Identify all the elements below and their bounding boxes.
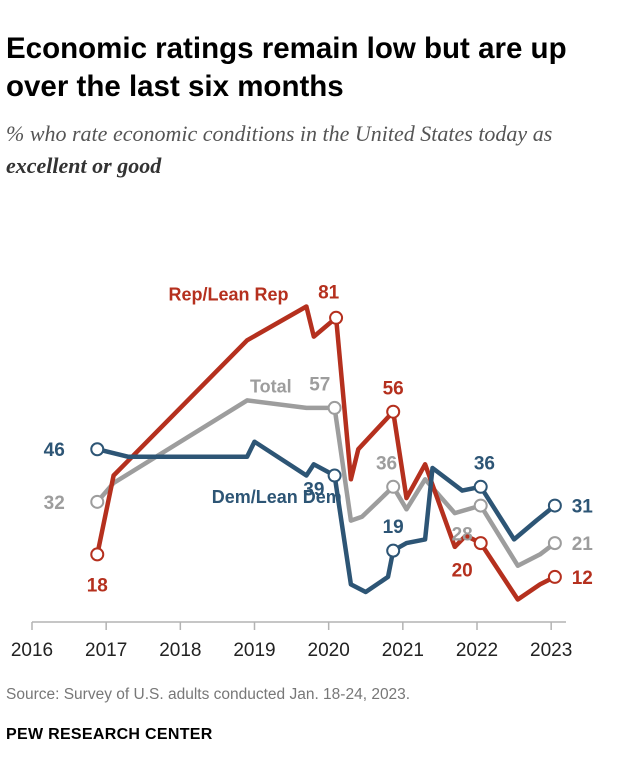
brand-name: PEW RESEARCH CENTER xyxy=(6,726,213,743)
data-point-total xyxy=(473,498,488,513)
data-point-rep-lean-rep xyxy=(329,310,344,325)
data-point-dem-lean-dem xyxy=(327,468,342,483)
data-label-rep-lean-rep: 56 xyxy=(383,378,404,399)
data-point-total xyxy=(327,400,342,415)
series-line-total xyxy=(95,398,558,568)
chart-title-line2: over the last six months xyxy=(6,70,344,103)
data-label-rep-lean-rep: 12 xyxy=(572,568,593,589)
x-tick-label: 2022 xyxy=(456,640,498,661)
data-point-total xyxy=(547,536,562,551)
data-label-dem-lean-dem: 36 xyxy=(474,453,495,474)
x-tick-label: 2021 xyxy=(382,640,424,661)
series-label-rep-lean-rep: Rep/Lean Rep xyxy=(169,284,289,304)
x-tick-label: 2018 xyxy=(159,640,201,661)
series-label-total: Total xyxy=(250,376,292,396)
data-label-total: 36 xyxy=(376,453,397,474)
data-point-rep-lean-rep xyxy=(547,569,562,584)
subtitle-emphasis: excellent or good xyxy=(6,153,162,178)
data-label-total: 21 xyxy=(572,534,594,555)
chart-subtitle: % who rate economic conditions in the Un… xyxy=(6,118,616,182)
data-label-total: 28 xyxy=(452,525,473,546)
data-point-dem-lean-dem xyxy=(547,498,562,513)
data-point-dem-lean-dem xyxy=(90,442,105,457)
x-tick-label: 2017 xyxy=(85,640,127,661)
data-label-total: 57 xyxy=(309,375,330,396)
data-point-dem-lean-dem xyxy=(386,543,401,558)
x-tick-label: 2019 xyxy=(233,640,275,661)
data-point-rep-lean-rep xyxy=(386,404,401,419)
data-label-rep-lean-rep: 81 xyxy=(318,283,340,304)
data-point-rep-lean-rep xyxy=(90,547,105,562)
data-point-dem-lean-dem xyxy=(473,479,488,494)
data-label-dem-lean-dem: 46 xyxy=(44,440,65,461)
chart-title: Economic ratings remain low but are up o… xyxy=(6,30,616,106)
data-label-rep-lean-rep: 18 xyxy=(87,575,108,596)
data-label-dem-lean-dem: 19 xyxy=(383,517,404,538)
series-label-dem-lean-dem: Dem/Lean Dem xyxy=(212,487,342,507)
data-point-rep-lean-rep xyxy=(473,536,488,551)
x-tick-label: 2020 xyxy=(308,640,350,661)
data-label-dem-lean-dem: 39 xyxy=(303,480,324,501)
data-point-total xyxy=(386,479,401,494)
subtitle-text: % who rate economic conditions in the Un… xyxy=(6,121,553,146)
x-tick-label: 2023 xyxy=(530,640,572,661)
data-label-rep-lean-rep: 20 xyxy=(452,560,473,581)
chart-title-line1: Economic ratings remain low but are up xyxy=(6,32,567,65)
x-tick-label: 2016 xyxy=(11,640,53,661)
source-note: Source: Survey of U.S. adults conducted … xyxy=(6,686,411,703)
data-point-total xyxy=(90,494,105,509)
data-label-dem-lean-dem: 31 xyxy=(572,497,594,518)
data-label-total: 32 xyxy=(44,493,65,514)
